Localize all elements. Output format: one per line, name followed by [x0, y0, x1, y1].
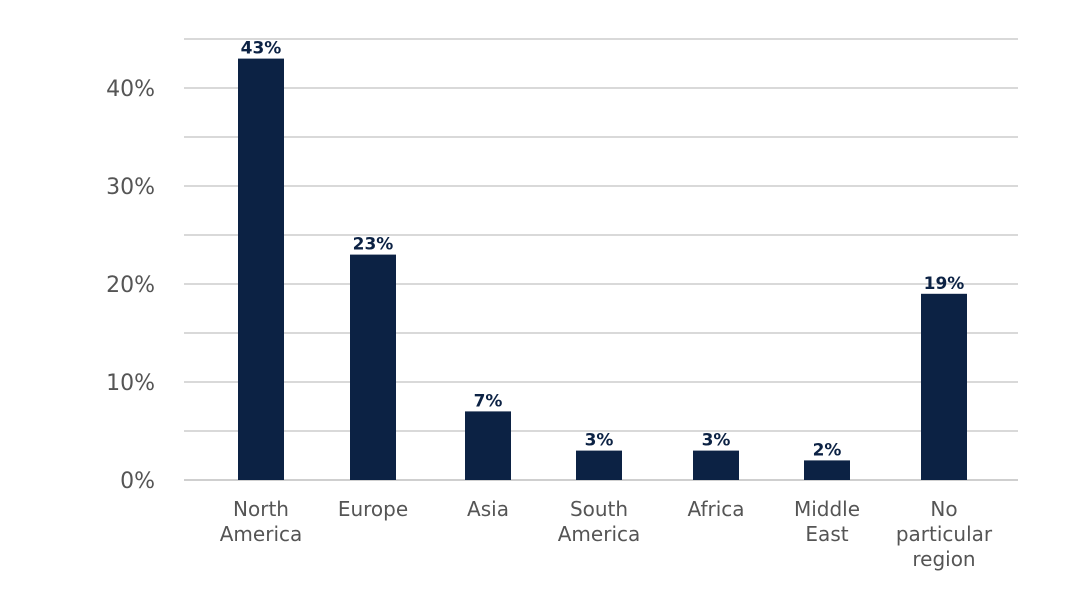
data-label-3: 3%: [585, 431, 614, 451]
data-label-6: 19%: [924, 274, 965, 294]
category-label-6: No particular region: [896, 497, 993, 571]
data-label-4: 3%: [702, 431, 731, 451]
category-label-5: Middle East: [794, 497, 860, 546]
category-label-line: Asia: [467, 497, 509, 521]
bar-6: [921, 293, 967, 480]
category-label-line: America: [558, 522, 641, 546]
y-axis-ticks: 0% 10% 20% 30% 40%: [106, 77, 155, 494]
data-label-5: 2%: [813, 440, 842, 460]
category-label-3: South America: [558, 497, 641, 546]
y-tick-label: 40%: [106, 77, 155, 102]
category-label-line: Middle: [794, 497, 860, 521]
category-label-1: Europe: [338, 497, 408, 521]
category-label-2: Asia: [467, 497, 509, 521]
category-label-line: region: [912, 547, 975, 571]
data-labels: 43% 23% 7% 3% 3% 2% 19%: [241, 39, 965, 461]
category-label-line: South: [570, 497, 628, 521]
data-label-0: 43%: [241, 39, 282, 59]
y-tick-label: 10%: [106, 371, 155, 396]
category-label-line: Europe: [338, 497, 408, 521]
bar-2: [465, 411, 511, 480]
y-tick-label: 20%: [106, 273, 155, 298]
category-label-line: North: [233, 497, 289, 521]
grid-layer: [184, 38, 1018, 481]
category-label-line: America: [220, 522, 303, 546]
bar-5: [804, 460, 850, 480]
y-tick-label: 0%: [120, 469, 155, 494]
y-tick-label: 30%: [106, 175, 155, 200]
bars: [238, 58, 967, 480]
category-label-line: East: [805, 522, 848, 546]
category-label-line: No: [930, 497, 957, 521]
bar-3: [576, 450, 622, 480]
category-label-line: Africa: [687, 497, 744, 521]
bar-4: [693, 450, 739, 480]
data-label-2: 7%: [474, 391, 503, 411]
category-label-4: Africa: [687, 497, 744, 521]
data-label-1: 23%: [353, 235, 394, 255]
category-label-0: North America: [220, 497, 303, 546]
category-label-line: particular: [896, 522, 993, 546]
bar-0: [238, 58, 284, 480]
bar-1: [350, 254, 396, 480]
